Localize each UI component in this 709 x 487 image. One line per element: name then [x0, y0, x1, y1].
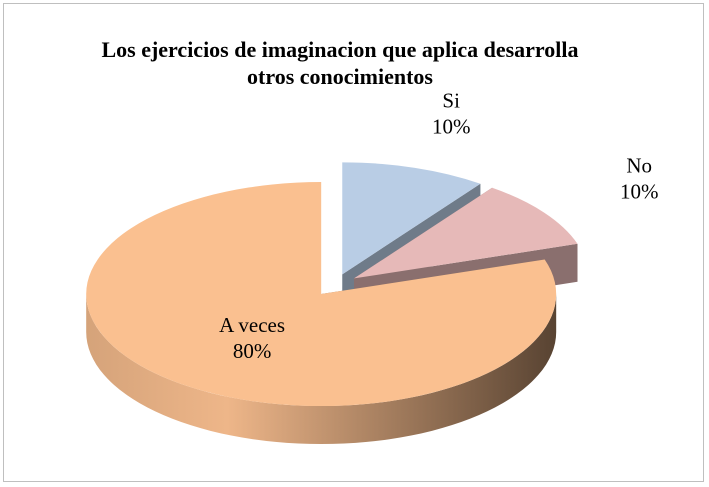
slice-label: No — [626, 153, 652, 177]
slice-value-label: 10% — [620, 179, 659, 203]
chart-frame — [3, 3, 704, 482]
slice-label: A veces — [219, 313, 285, 337]
pie-slice — [86, 182, 557, 445]
slice-top — [354, 187, 578, 279]
chart-title: Los ejercicios de imaginacion que aplica… — [101, 37, 579, 89]
slice-top — [342, 162, 481, 275]
slice-label: Si — [442, 88, 460, 112]
slice-side — [86, 294, 557, 445]
slice-top — [86, 182, 557, 407]
slice-value-label: 10% — [432, 114, 471, 138]
slice-value-label: 80% — [233, 339, 272, 363]
